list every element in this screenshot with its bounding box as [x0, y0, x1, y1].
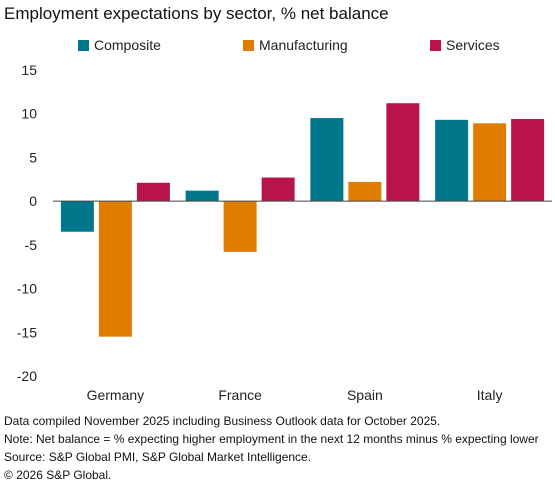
bar-composite-france: [185, 190, 219, 202]
footnote-net-balance: Note: Net balance = % expecting higher e…: [4, 432, 539, 446]
bar-services-germany: [136, 182, 170, 202]
legend: Composite Manufacturing Services: [0, 37, 555, 55]
y-tick-label: -15: [17, 324, 37, 340]
bar-composite-germany: [60, 201, 94, 232]
footnote-source: Source: S&P Global PMI, S&P Global Marke…: [4, 450, 312, 464]
footnote-copyright: © 2026 S&P Global.: [4, 468, 112, 482]
x-tick-label: Spain: [347, 387, 383, 403]
y-tick-label: 5: [29, 149, 37, 165]
legend-label-manufacturing: Manufacturing: [259, 37, 348, 53]
y-tick-label: 0: [29, 193, 37, 209]
y-tick-label: -10: [17, 281, 37, 297]
x-tick-label: Germany: [87, 387, 145, 403]
y-tick-label: 10: [21, 106, 37, 122]
bar-manufacturing-france: [223, 201, 257, 252]
y-tick-label: -20: [17, 368, 37, 384]
legend-swatch-composite: [78, 39, 89, 51]
bar-services-italy: [511, 118, 545, 202]
y-tick-label: -5: [25, 237, 38, 253]
legend-swatch-services: [430, 39, 441, 51]
y-tick-label: 15: [21, 62, 37, 78]
legend-swatch-manufacturing: [243, 39, 254, 51]
bar-manufacturing-italy: [473, 123, 507, 202]
bar-composite-italy: [435, 119, 469, 202]
bar-chart: 15 10 5 0 -5 -10 -15 -20 Germany France Spain Italy: [17, 62, 552, 403]
bar-composite-spain: [310, 118, 344, 202]
footnote-data-compiled: Data compiled November 2025 including Bu…: [4, 414, 441, 428]
legend-label-composite: Composite: [94, 37, 161, 53]
x-tick-label: France: [218, 387, 262, 403]
x-tick-label: Italy: [477, 387, 503, 403]
legend-label-services: Services: [446, 37, 500, 53]
legend-item-services: Services: [430, 37, 500, 53]
bar-manufacturing-spain: [348, 181, 382, 202]
chart-title: Employment expectations by sector, % net…: [4, 4, 389, 23]
legend-item-manufacturing: Manufacturing: [243, 37, 348, 53]
footnotes: Data compiled November 2025 including Bu…: [4, 412, 539, 484]
legend-item-composite: Composite: [78, 37, 161, 53]
bar-manufacturing-germany: [98, 201, 132, 337]
bar-services-spain: [386, 103, 420, 202]
bar-services-france: [261, 177, 295, 202]
